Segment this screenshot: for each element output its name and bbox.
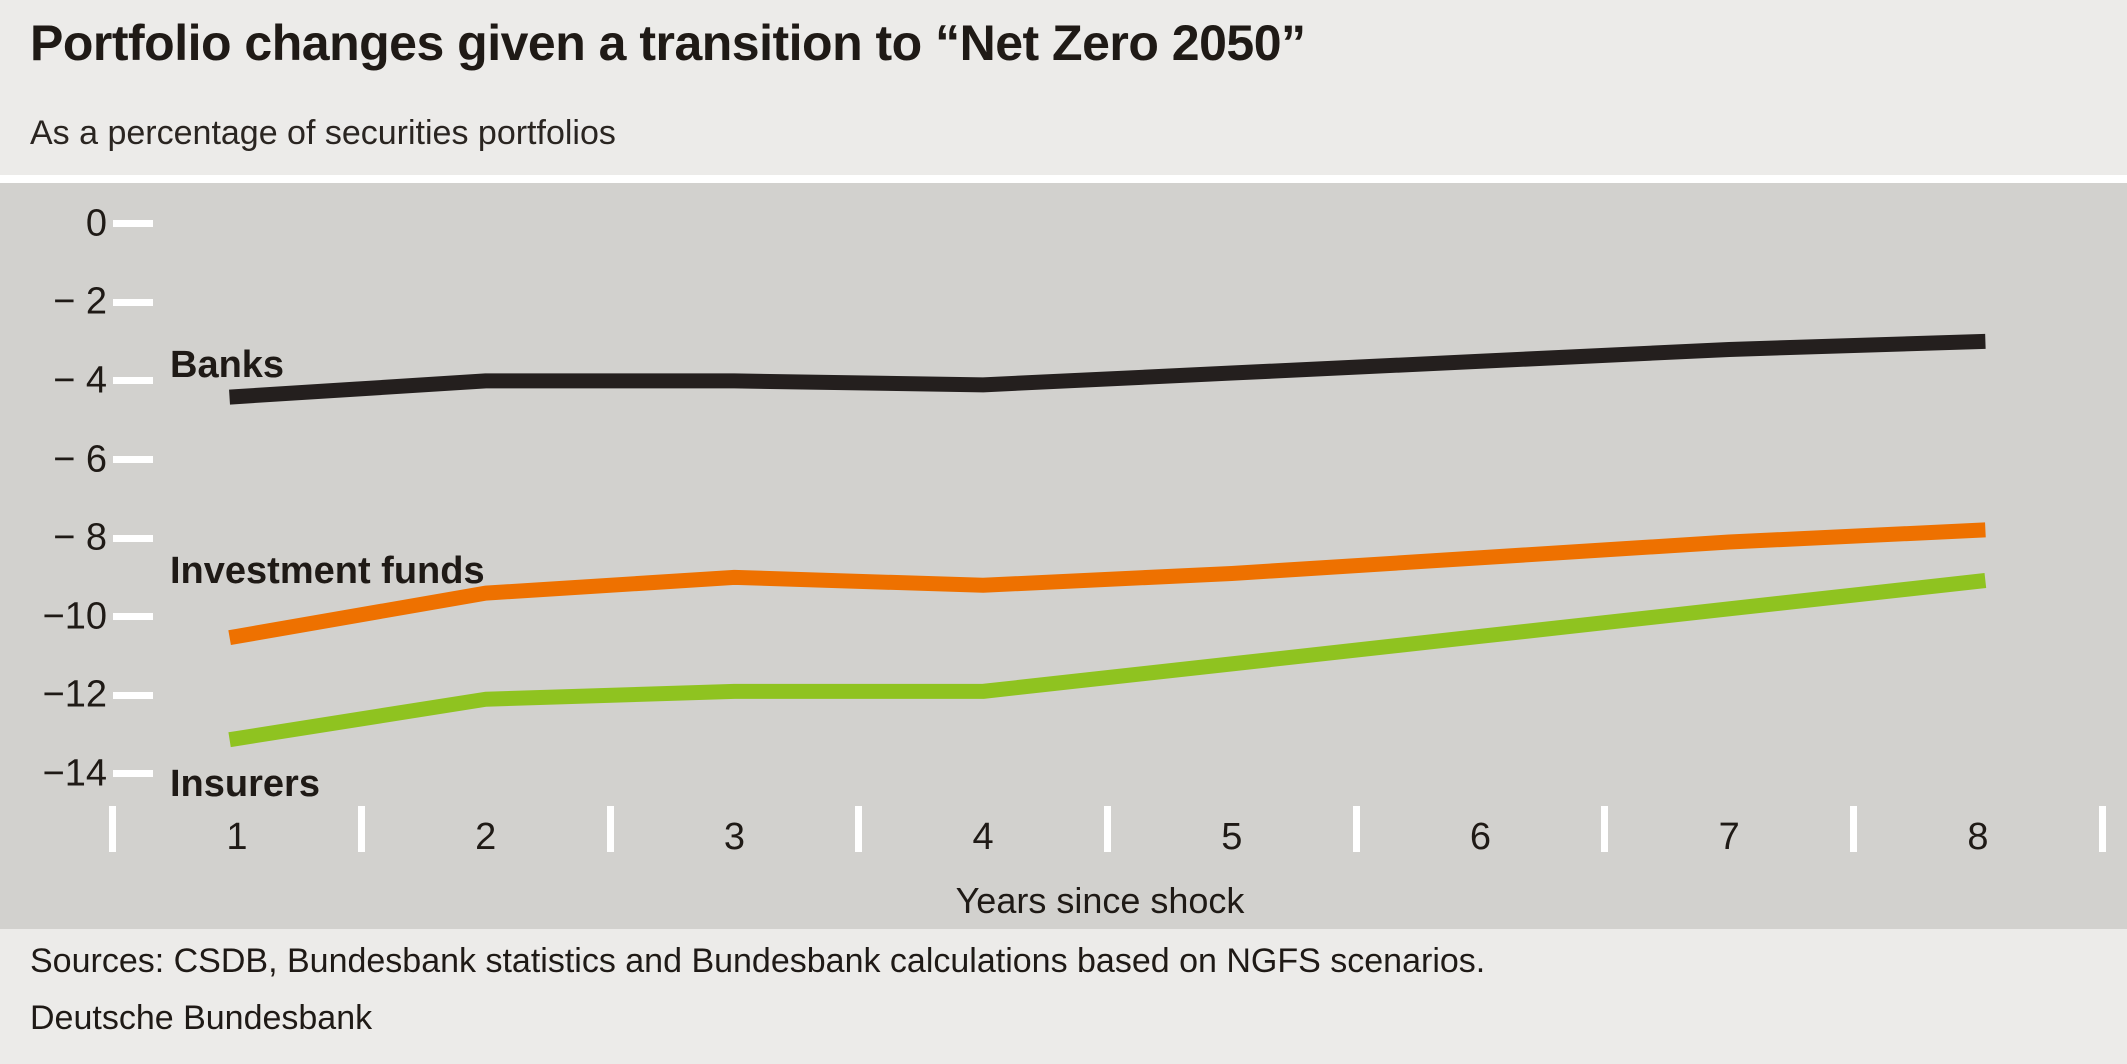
x-axis-tick-label: 4 — [972, 816, 994, 858]
x-axis-tick-label: 1 — [226, 816, 248, 858]
y-axis-tick-mark — [113, 613, 153, 621]
y-axis-tick-label: −12 — [42, 673, 107, 716]
y-axis-tick-label: − 8 — [53, 516, 107, 559]
series-label-banks: Banks — [170, 344, 285, 386]
x-axis-tick-label: 2 — [475, 816, 497, 858]
x-axis-tick-label: 5 — [1221, 816, 1243, 858]
y-axis-tick-mark — [113, 691, 153, 699]
x-axis-tick-mark — [606, 806, 614, 852]
series-label-investment-funds: Investment funds — [170, 550, 485, 592]
x-axis-tick-label: 3 — [723, 816, 745, 858]
plot-inner: Banks Investment funds Insurers Years si… — [0, 183, 2127, 936]
x-axis-tick-mark — [1352, 806, 1360, 852]
chart-header: Portfolio changes given a transition to … — [0, 0, 2127, 167]
x-axis-tick-mark — [1601, 806, 1609, 852]
publisher-name: Deutsche Bundesbank — [30, 999, 373, 1037]
x-axis-tick-mark — [855, 806, 863, 852]
x-axis-tick-label: 8 — [1967, 816, 1989, 858]
series-line-banks — [229, 333, 1986, 405]
series-line-investment-funds — [228, 522, 1986, 646]
y-axis-tick-mark — [113, 377, 153, 385]
x-axis-title: Years since shock — [955, 880, 1245, 921]
y-axis-tick-label: −10 — [42, 595, 107, 638]
x-axis-tick-label: 7 — [1718, 816, 1740, 858]
y-axis-tick-mark — [113, 298, 153, 306]
y-axis-tick-label: 0 — [85, 202, 107, 245]
line-chart-svg — [228, 333, 1987, 748]
y-axis-tick-mark — [113, 220, 153, 228]
x-axis-tick-mark — [1103, 806, 1111, 852]
plot-area: Banks Investment funds Insurers Years si… — [0, 175, 2127, 942]
y-axis-tick-mark — [113, 534, 153, 542]
y-axis-tick-label: −14 — [42, 752, 107, 795]
chart-title: Portfolio changes given a transition to … — [30, 15, 1306, 71]
x-axis-tick-mark — [109, 806, 117, 852]
series-label-insurers: Insurers — [170, 763, 320, 805]
sources-note: Sources: CSDB, Bundesbank statistics and… — [30, 942, 1486, 980]
x-axis-tick-mark — [357, 806, 365, 852]
series-line-insurers — [228, 573, 1987, 748]
y-axis-tick-label: − 4 — [53, 359, 107, 402]
y-axis-tick-label: − 6 — [53, 438, 107, 480]
chart-subtitle: As a percentage of securities portfolios — [30, 114, 616, 152]
y-axis-tick-label: − 2 — [53, 280, 107, 323]
x-axis-tick-mark — [1850, 806, 1858, 852]
y-axis-tick-mark — [113, 770, 153, 778]
x-axis-tick-mark — [2098, 806, 2106, 852]
chart-footer: Sources: CSDB, Bundesbank statistics and… — [0, 929, 2127, 1064]
x-axis-tick-label: 6 — [1469, 816, 1492, 858]
y-axis-tick-mark — [113, 456, 153, 463]
